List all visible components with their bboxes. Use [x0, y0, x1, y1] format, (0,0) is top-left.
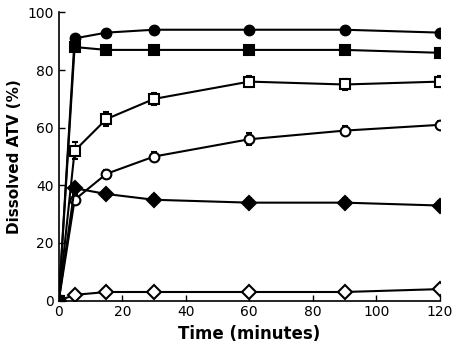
X-axis label: Time (minutes): Time (minutes) [178, 325, 320, 343]
Y-axis label: Dissolved ATV (%): Dissolved ATV (%) [7, 79, 22, 234]
